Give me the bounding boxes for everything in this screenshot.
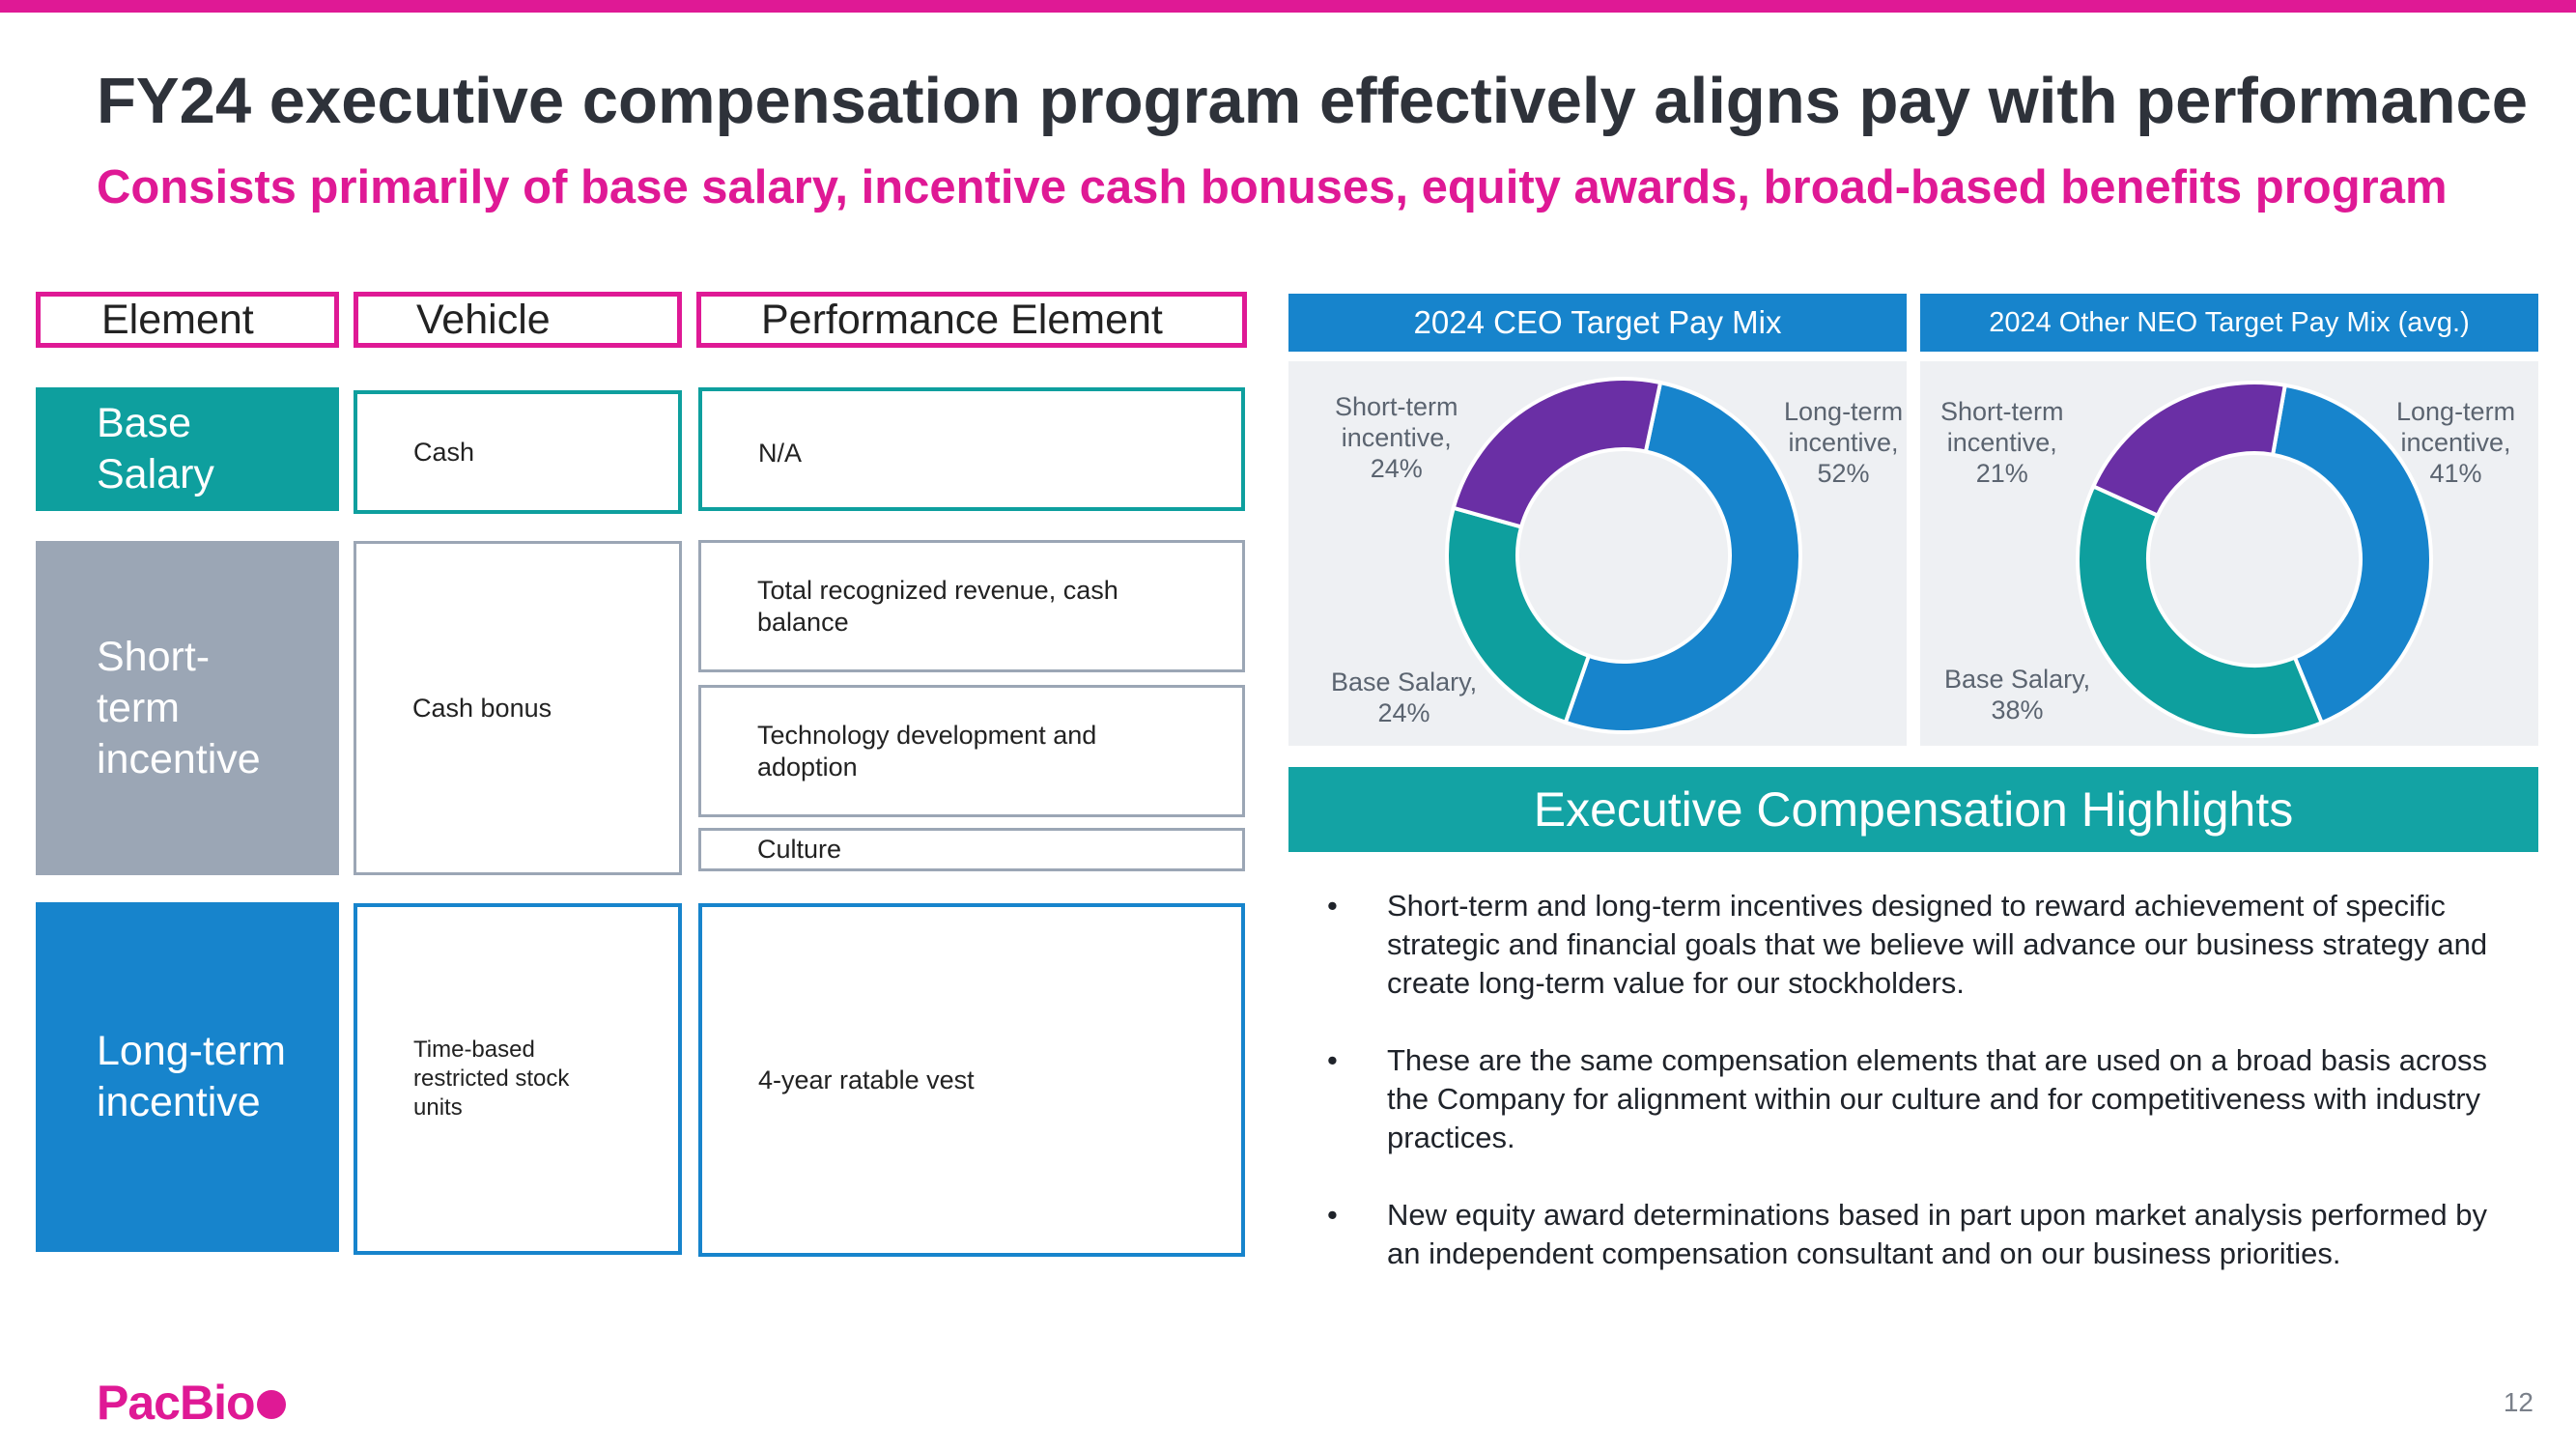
bullet-marker: • <box>1327 1198 1338 1232</box>
highlight-text-3: New equity award determinations based in… <box>1387 1198 2487 1270</box>
performance-revenue-cash-text: Total recognized revenue, cash balance <box>757 575 1118 637</box>
neo-label-long-term-line1: Long-term <box>2396 397 2516 426</box>
page-title: FY24 executive compensation program effe… <box>97 65 2529 137</box>
highlight-text-2: These are the same compensation elements… <box>1387 1043 2488 1154</box>
ceo-slice-long-term-incentive <box>1563 380 1802 734</box>
neo-label-short-term: Short-term incentive, 21% <box>1940 396 2064 489</box>
ceo-label-long-term-pct: 52% <box>1817 459 1870 488</box>
ceo-label-long-term: Long-term incentive, 52% <box>1784 396 1903 489</box>
performance-na: N/A <box>698 387 1245 511</box>
header-vehicle: Vehicle <box>354 292 682 348</box>
logo-dot-icon <box>256 1390 286 1419</box>
neo-pay-mix-donut <box>2076 381 2433 738</box>
ceo-label-short-term-line1: Short-term <box>1335 392 1458 421</box>
page-number: 12 <box>2503 1387 2534 1417</box>
ceo-slice-base-salary <box>1445 505 1592 725</box>
performance-technology-text: Technology development and adoption <box>757 720 1097 781</box>
ceo-label-long-term-line1: Long-term <box>1784 397 1904 426</box>
ceo-label-short-term-line2: incentive, <box>1341 423 1452 452</box>
performance-revenue-cash: Total recognized revenue, cash balance <box>698 540 1245 672</box>
neo-label-base-salary-pct: 38% <box>1991 696 2044 724</box>
performance-technology: Technology development and adoption <box>698 685 1245 817</box>
ceo-slice-short-term-incentive <box>1451 377 1663 529</box>
element-base-salary: Base Salary <box>36 387 339 511</box>
vehicle-cash: Cash <box>354 390 682 514</box>
vehicle-rsu: Time-based restricted stock units <box>354 903 682 1255</box>
ceo-label-base-salary: Base Salary, 24% <box>1331 667 1477 728</box>
ceo-chart-title: 2024 CEO Target Pay Mix <box>1288 294 1907 352</box>
pacbio-logo: PacBio <box>97 1375 286 1431</box>
neo-label-long-term: Long-term incentive, 41% <box>2396 396 2515 489</box>
performance-vest: 4-year ratable vest <box>698 903 1245 1257</box>
element-long-term-incentive: Long-term incentive <box>36 902 339 1252</box>
bullet-marker: • <box>1327 1043 1338 1077</box>
ceo-label-short-term-pct: 24% <box>1370 454 1423 483</box>
element-short-term-label: Short-term incentive <box>97 633 261 782</box>
neo-label-short-term-line2: incentive, <box>1946 428 2057 457</box>
page-subtitle: Consists primarily of base salary, incen… <box>97 161 2448 213</box>
element-long-term-label: Long-term incentive <box>97 1028 286 1125</box>
highlight-text-1: Short-term and long-term incentives desi… <box>1387 889 2488 1000</box>
logo-text: PacBio <box>97 1376 256 1430</box>
neo-chart-title: 2024 Other NEO Target Pay Mix (avg.) <box>1920 294 2538 352</box>
neo-label-short-term-pct: 21% <box>1975 459 2028 488</box>
neo-slice-base-salary <box>2076 483 2325 738</box>
header-element: Element <box>36 292 339 348</box>
top-accent-bar <box>0 0 2576 13</box>
neo-slice-short-term-incentive <box>2090 381 2288 519</box>
highlights-title: Executive Compensation Highlights <box>1288 767 2538 852</box>
vehicle-cash-bonus: Cash bonus <box>354 541 682 875</box>
ceo-label-long-term-line2: incentive, <box>1788 428 1899 457</box>
ceo-label-base-salary-line1: Base Salary, <box>1331 668 1478 696</box>
highlight-bullet-3: • New equity award determinations based … <box>1327 1196 2525 1312</box>
performance-culture: Culture <box>698 828 1245 871</box>
neo-slice-long-term-incentive <box>2270 383 2433 725</box>
neo-label-long-term-pct: 41% <box>2429 459 2482 488</box>
bullet-marker: • <box>1327 889 1338 923</box>
vehicle-rsu-text: Time-based restricted stock units <box>413 1037 570 1121</box>
ceo-label-short-term: Short-term incentive, 24% <box>1335 391 1458 484</box>
header-performance-element: Performance Element <box>696 292 1247 348</box>
ceo-pay-mix-donut <box>1445 377 1802 734</box>
highlight-bullet-1: • Short-term and long-term incentives de… <box>1327 887 2525 1003</box>
element-short-term-incentive: Short-term incentive <box>36 541 339 875</box>
neo-label-long-term-line2: incentive, <box>2400 428 2511 457</box>
ceo-label-base-salary-pct: 24% <box>1377 698 1430 727</box>
neo-label-base-salary: Base Salary, 38% <box>1944 664 2090 725</box>
highlight-bullet-2: • These are the same compensation elemen… <box>1327 1041 2525 1157</box>
element-base-salary-label: Base Salary <box>97 400 214 497</box>
neo-label-base-salary-line1: Base Salary, <box>1944 665 2091 694</box>
neo-label-short-term-line1: Short-term <box>1940 397 2064 426</box>
